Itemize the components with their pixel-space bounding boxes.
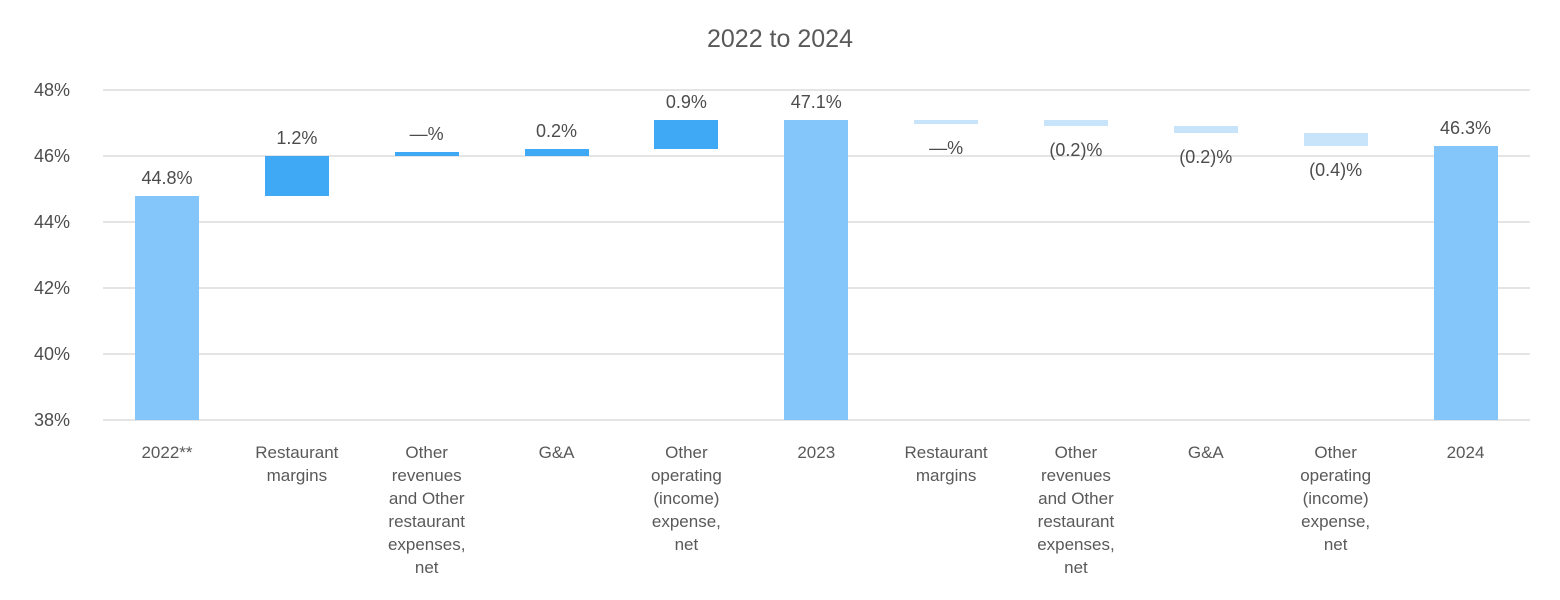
bar-5-increase bbox=[654, 119, 719, 150]
bar-1-total bbox=[135, 195, 199, 420]
bar-value-label: —% bbox=[409, 124, 444, 144]
y-axis-tick-label: 38% bbox=[33, 410, 70, 430]
bar-6-total bbox=[784, 119, 849, 420]
y-axis-tick-label: 44% bbox=[33, 212, 70, 232]
bar-value-label: 44.8% bbox=[141, 167, 193, 188]
y-axis-tick-label: 40% bbox=[33, 344, 70, 364]
bar-value-label: (0.2)% bbox=[1179, 146, 1233, 167]
gridline bbox=[103, 419, 1530, 421]
x-axis-category-label: Other revenues and Other restaurant expe… bbox=[387, 443, 466, 577]
bar-11-total bbox=[1433, 146, 1498, 420]
x-axis-category-label: 2024 bbox=[1446, 443, 1485, 462]
bar-3-increase bbox=[394, 152, 459, 156]
bar-4-increase bbox=[524, 149, 589, 156]
bar-value-label: 0.2% bbox=[536, 121, 578, 142]
y-axis-tick-label: 42% bbox=[33, 278, 70, 298]
bar-value-label: 46.3% bbox=[1439, 118, 1492, 139]
bar-value-label: 0.9% bbox=[665, 91, 707, 112]
chart-title: 2022 to 2024 bbox=[707, 25, 853, 53]
gridline bbox=[103, 89, 1530, 91]
bar-7-decrease bbox=[914, 119, 979, 124]
x-axis-category-label: Other revenues and Other restaurant expe… bbox=[1037, 443, 1115, 577]
bar-value-label: (0.2)% bbox=[1049, 140, 1103, 161]
bar-8-decrease bbox=[1043, 119, 1108, 127]
bar-value-label: 1.2% bbox=[276, 128, 318, 148]
bar-10-decrease bbox=[1303, 132, 1368, 147]
x-axis-category-label: 2022** bbox=[141, 443, 193, 462]
x-axis-category-label: Restaurant margins bbox=[255, 443, 339, 485]
bar-value-label: (0.4)% bbox=[1309, 160, 1363, 181]
x-axis-category-label: G&A bbox=[538, 443, 575, 462]
bar-value-label: 47.1% bbox=[790, 91, 842, 112]
bar-value-label: —% bbox=[929, 137, 964, 158]
y-axis-tick-label: 48% bbox=[33, 80, 70, 100]
x-axis-category-label: 2023 bbox=[797, 443, 836, 462]
x-axis-category-label: Other operating (income) expense, net bbox=[1300, 443, 1372, 554]
x-axis-category-label: G&A bbox=[1187, 443, 1224, 462]
x-axis-category-label: Restaurant margins bbox=[904, 443, 988, 485]
x-axis-category-label: Other operating (income) expense, net bbox=[650, 443, 722, 554]
bar-9-decrease bbox=[1173, 126, 1238, 133]
y-axis-tick-label: 46% bbox=[33, 146, 70, 166]
bar-2-increase bbox=[264, 156, 329, 196]
